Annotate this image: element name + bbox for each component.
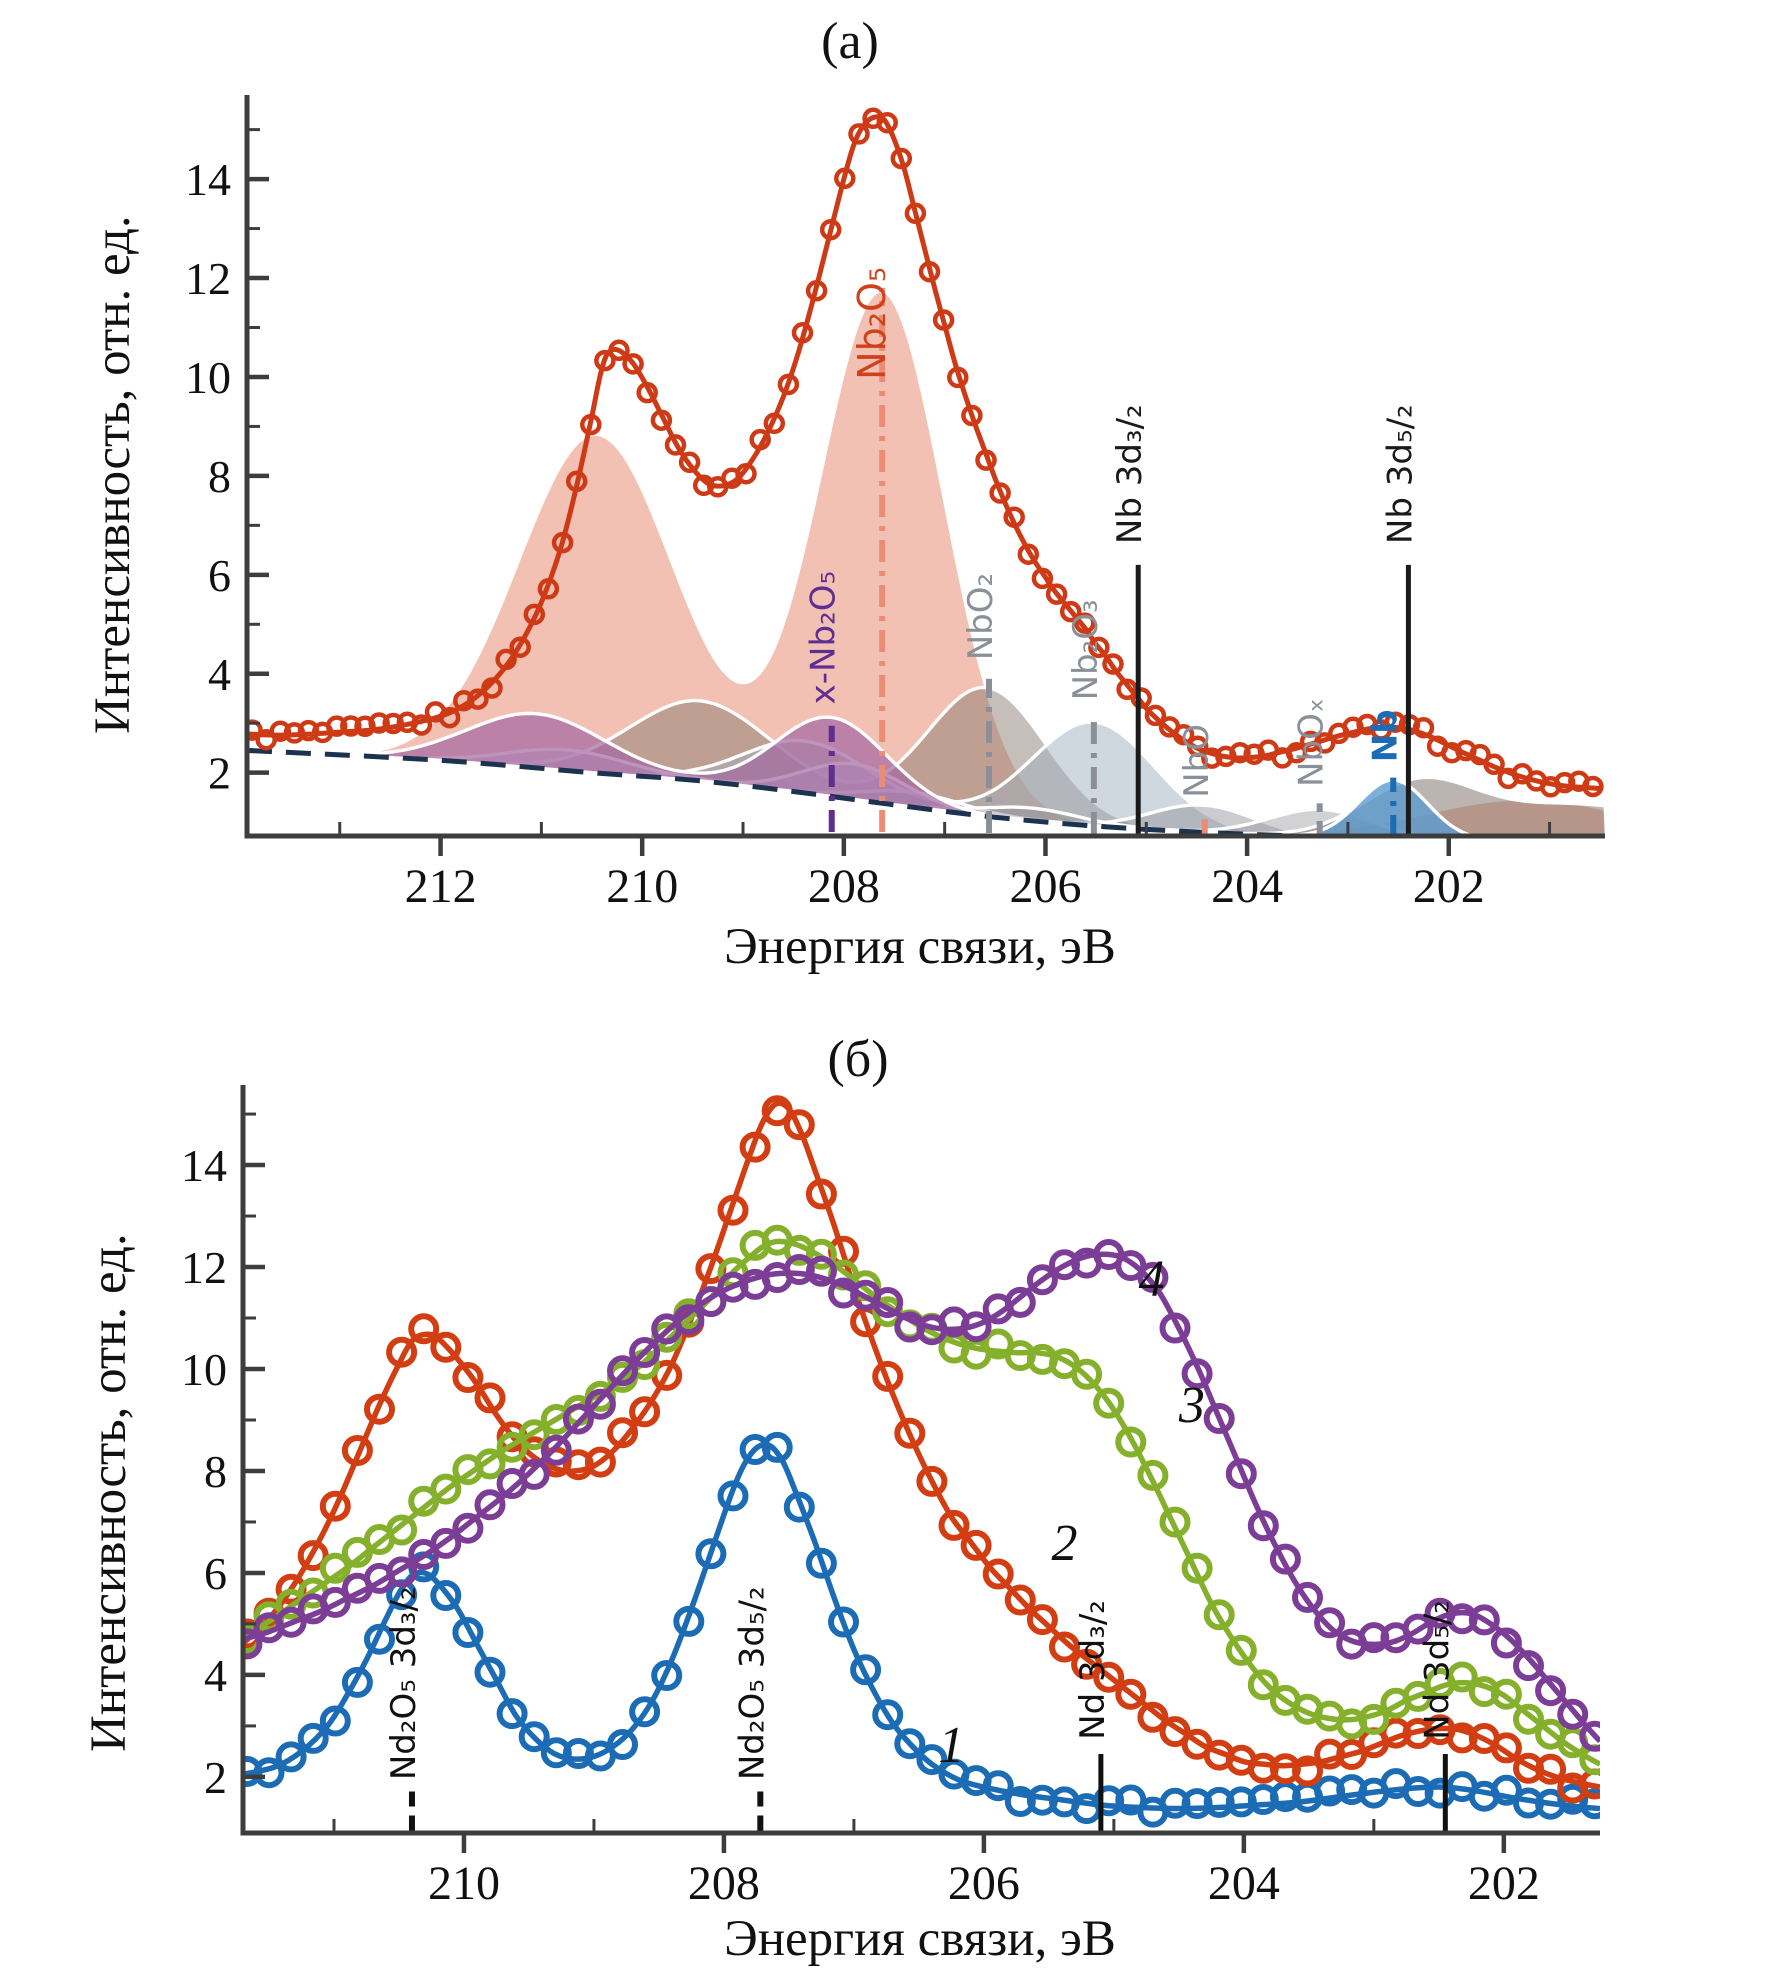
y-tick-label: 4 <box>208 649 231 700</box>
y-tick-label: 8 <box>204 1446 227 1497</box>
curve-number-3: 3 <box>1178 1377 1205 1434</box>
component-fill-x-Nb2O5-doublet <box>247 713 1300 836</box>
annotation-x-Nb₂O₅: x-Nb₂O₅ <box>804 571 844 704</box>
curve-number-1: 1 <box>938 1717 964 1774</box>
background-line <box>247 747 1400 836</box>
x-tick-label: 206 <box>948 1857 1020 1910</box>
component-fill-Nb2O5-doublet <box>247 290 1605 836</box>
y-tick-label: 14 <box>185 154 231 205</box>
x-tick-label: 204 <box>1211 860 1283 913</box>
plot-area-b <box>243 1095 1600 1828</box>
scatter-envelope <box>247 107 1604 798</box>
annotation-NbO₂: NbO₂ <box>961 573 1001 660</box>
y-tick-label: 12 <box>181 1242 227 1293</box>
x-tick-label: 208 <box>688 1857 760 1910</box>
scatter-2 <box>243 1095 1600 1804</box>
x-tick-label: 212 <box>405 860 477 913</box>
curve-2 <box>243 1100 1600 1790</box>
x-tick-label: 208 <box>808 860 880 913</box>
annotation-Nb-3d₅/₂: Nb 3d₅/₂ <box>1380 404 1420 544</box>
component-fill-reduced-tail <box>247 750 1605 836</box>
panel-b-tag: (б) <box>827 1031 889 1088</box>
x-tick-label: 210 <box>428 1857 500 1910</box>
y-tick-label: 12 <box>185 253 231 304</box>
x-tick-label: 210 <box>606 860 678 913</box>
y-tick-label: 10 <box>181 1344 227 1395</box>
plot-area-a <box>247 107 1605 836</box>
annotation-NbO: NbO <box>1177 724 1217 798</box>
y-tick-label: 8 <box>208 451 231 502</box>
annotation-Nb-3d₃/₂: Nb 3d₃/₂ <box>1110 404 1150 544</box>
y-tick-label: 2 <box>204 1752 227 1803</box>
annotation-Nd₂O₅-3d₅/₂: Nd₂O₅ 3d₅/₂ <box>732 1586 772 1780</box>
panel-a-tag: (а) <box>821 13 879 70</box>
component-edge-x-Nb2O5-doublet <box>247 711 1368 836</box>
x-tick-label: 202 <box>1413 860 1485 913</box>
panel-a-xlabel: Энергия связи, эВ <box>724 919 1116 975</box>
y-tick-label: 4 <box>204 1650 227 1701</box>
annotation-Nd-3d₃/₂: Nd 3d₃/₂ <box>1073 1600 1113 1740</box>
annotation-Nd-3d₅/₂: Nd 3d₅/₂ <box>1417 1600 1457 1740</box>
x-tick-label: 204 <box>1208 1857 1280 1910</box>
y-tick-label: 10 <box>185 352 231 403</box>
x-tick-label: 202 <box>1468 1857 1540 1910</box>
annotation-Nb: Nb <box>1365 709 1405 762</box>
y-tick-label: 6 <box>204 1548 227 1599</box>
y-tick-label: 14 <box>181 1140 227 1191</box>
scatter-3 <box>243 1224 1600 1776</box>
annotation-Nb₂O₅: Nb₂O₅ <box>850 267 894 380</box>
annotation-Nb₂O₃: Nb₂O₃ <box>1066 599 1106 700</box>
panel-b-xlabel: Энергия связи, эВ <box>724 1911 1116 1967</box>
scatter-4 <box>243 1239 1600 1752</box>
curve-number-2: 2 <box>1051 1515 1077 1572</box>
y-tick-label: 6 <box>208 550 231 601</box>
y-tick-label: 2 <box>208 748 231 799</box>
component-fill-Nb-metal <box>247 750 1474 836</box>
x-tick-label: 206 <box>1009 860 1081 913</box>
curve-number-4: 4 <box>1139 1251 1165 1308</box>
annotation-Nd₂O₅-3d₃/₂: Nd₂O₅ 3d₃/₂ <box>384 1586 424 1780</box>
panel-a-chart: 212 210 208 206 204 202 2 4 6 8 10 12 14 Nb₂O₅ x-Nb₂O₅… <box>185 95 1605 913</box>
annotation-NbOₓ: NbOₓ <box>1292 698 1332 787</box>
